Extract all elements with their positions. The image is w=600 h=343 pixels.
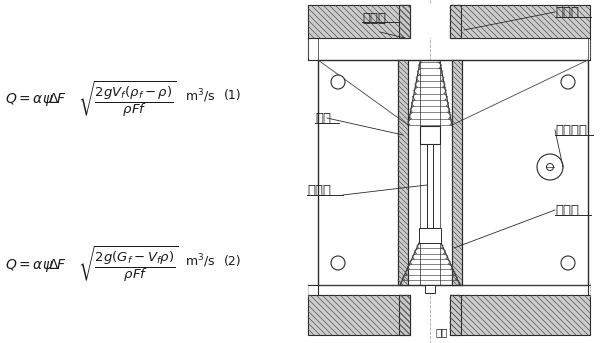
Text: $Q = \alpha\psi\!\Delta\!F$: $Q = \alpha\psi\!\Delta\!F$ — [5, 257, 67, 273]
Bar — [318, 60, 588, 285]
Text: $\mathrm{m^3/s}$: $\mathrm{m^3/s}$ — [185, 87, 215, 105]
Text: 导向管: 导向管 — [307, 184, 331, 197]
Text: (2): (2) — [224, 255, 242, 268]
Bar — [450, 5, 461, 38]
Text: $\sqrt{\dfrac{2g(G_f-V_f\rho)}{\rho Ff}}$: $\sqrt{\dfrac{2g(G_f-V_f\rho)}{\rho Ff}}… — [78, 245, 179, 285]
Circle shape — [537, 154, 563, 180]
Circle shape — [561, 256, 575, 270]
Text: 测量管: 测量管 — [555, 5, 579, 19]
Text: 显示器: 显示器 — [362, 12, 386, 24]
Text: 入口: 入口 — [435, 327, 448, 337]
Bar — [399, 295, 410, 335]
Bar — [308, 5, 410, 38]
Text: 随动系统: 随动系统 — [555, 123, 587, 137]
Bar — [399, 5, 410, 38]
Bar — [427, 144, 433, 230]
Text: $Q = \alpha\psi\!\Delta\!F$: $Q = \alpha\psi\!\Delta\!F$ — [5, 92, 67, 108]
Text: 浮子: 浮子 — [315, 111, 331, 125]
Bar — [415, 5, 445, 38]
Text: $\sqrt{\dfrac{2gV_f(\rho_f-\rho)}{\rho Ff}}$: $\sqrt{\dfrac{2gV_f(\rho_f-\rho)}{\rho F… — [78, 80, 177, 120]
Bar — [425, 285, 435, 293]
Bar — [420, 126, 440, 144]
Bar — [450, 295, 461, 335]
Circle shape — [561, 75, 575, 89]
Text: 锥形管: 锥形管 — [555, 203, 579, 216]
Circle shape — [331, 75, 345, 89]
Bar — [419, 228, 441, 243]
Bar — [452, 60, 462, 285]
Bar — [308, 295, 410, 335]
Circle shape — [331, 256, 345, 270]
Bar — [398, 60, 408, 285]
Bar — [450, 5, 590, 38]
Text: (1): (1) — [224, 90, 242, 103]
Text: $\mathrm{m^3/s}$: $\mathrm{m^3/s}$ — [185, 252, 215, 270]
Bar — [450, 295, 590, 335]
